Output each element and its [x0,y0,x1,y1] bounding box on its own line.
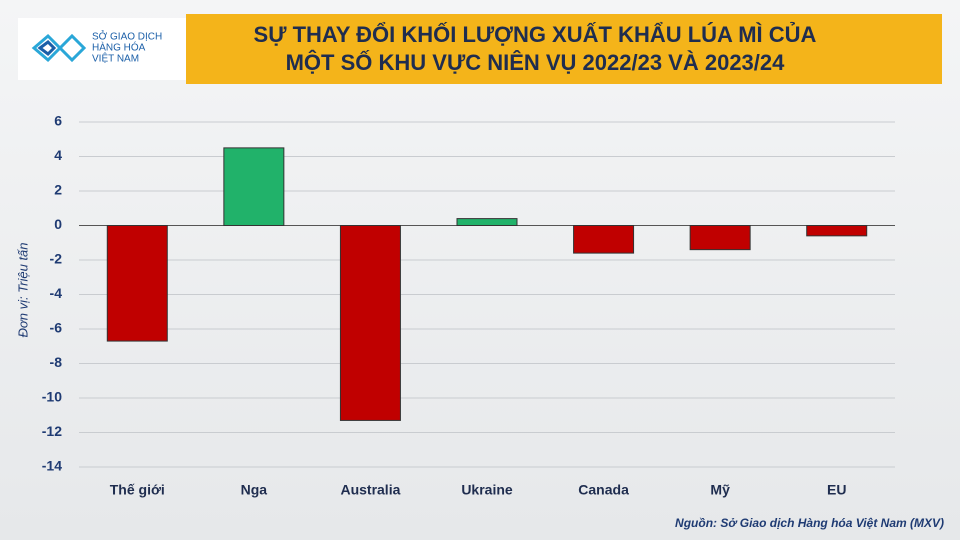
x-tick-label: Ukraine [461,482,513,498]
x-tick-label: Mỹ [710,482,730,498]
bar [223,147,285,226]
y-tick-label: -6 [50,320,63,336]
source-note: Nguồn: Sở Giao dịch Hàng hóa Việt Nam (M… [675,516,944,530]
title-banner [186,14,942,84]
y-tick-label: -12 [42,423,62,439]
y-tick-label: -14 [42,458,62,474]
y-axis-label: Đơn vị: Triệu tấn [15,242,30,337]
logo-box [18,18,186,80]
bar [689,225,751,251]
y-tick-label: 2 [54,182,62,198]
logo-text: VIỆT NAM [92,52,139,65]
x-tick-label: Nga [241,482,268,498]
y-tick-label: -10 [42,389,62,405]
x-tick-label: EU [827,482,846,498]
chart-title: SỰ THAY ĐỔI KHỐI LƯỢNG XUẤT KHẨU LÚA MÌ … [254,21,817,47]
chart-title: MỘT SỐ KHU VỰC NIÊN VỤ 2022/23 VÀ 2023/2… [286,49,786,75]
y-tick-label: -2 [50,251,63,267]
logo-text: HÀNG HÓA [92,41,146,54]
logo-text: SỞ GIAO DỊCH [92,30,162,43]
bar [106,225,168,342]
bar [806,225,868,237]
y-tick-label: -8 [50,354,63,370]
y-tick-label: 4 [54,147,62,163]
y-tick-label: -4 [50,285,63,301]
y-tick-label: 6 [54,113,62,129]
bar [456,218,518,227]
x-tick-label: Thế giới [110,482,165,498]
bar [339,225,401,421]
logo-icon [31,33,87,63]
y-tick-label: 0 [54,216,62,232]
x-tick-label: Canada [578,482,629,498]
bar [573,225,635,254]
x-tick-label: Australia [340,482,400,498]
